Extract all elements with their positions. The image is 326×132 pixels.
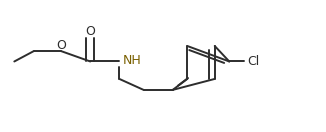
Text: O: O — [85, 25, 95, 38]
Text: Cl: Cl — [247, 55, 259, 68]
Text: NH: NH — [123, 54, 141, 67]
Text: O: O — [56, 39, 66, 53]
